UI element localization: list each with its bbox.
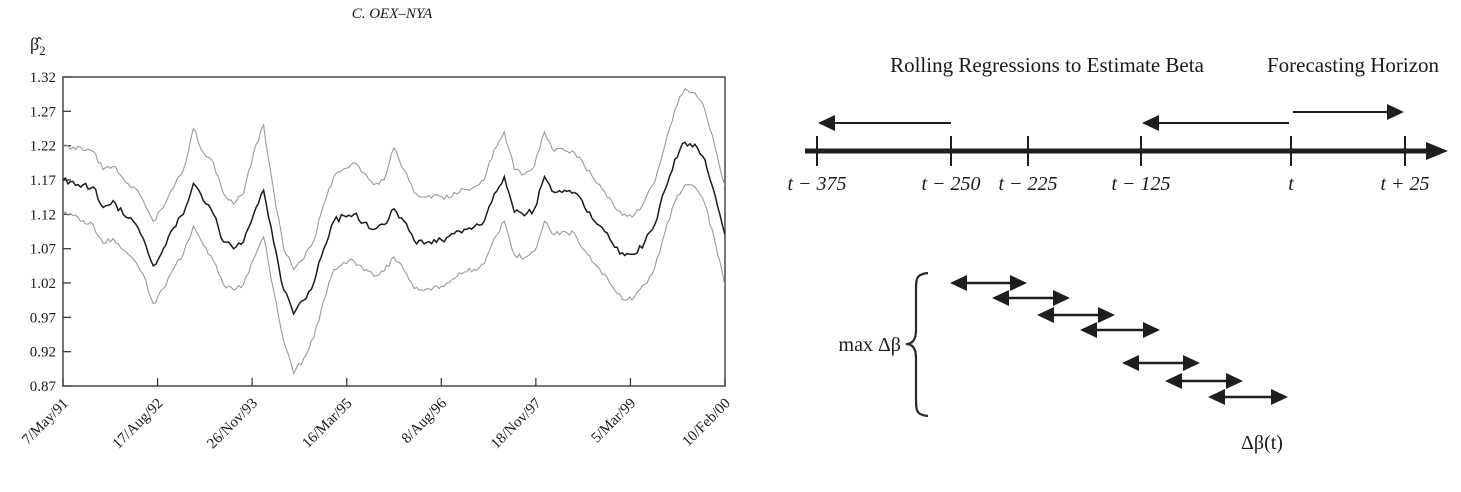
y-tick-label: 1.12 (30, 207, 56, 223)
methodology-diagram-panel: Rolling Regressions to Estimate Beta For… (787, 53, 1448, 454)
chart-series (63, 87, 725, 376)
timeline-tick-label: t − 250 (921, 173, 980, 195)
rolling-window-2-arrow-head-icon (1142, 115, 1159, 131)
timeline-tick-label: t − 125 (1111, 173, 1170, 195)
window-arrow-2-right-head-icon (1053, 290, 1070, 306)
y-tick-label: 0.87 (30, 379, 57, 395)
y-tick-label: 1.17 (30, 173, 57, 189)
x-tick-label: 7/May/91 (19, 396, 72, 449)
y-axis-ticks: 1.32 1.27 1.22 1.17 1.12 1.07 1.02 0.97 0.92 0.87 (30, 70, 71, 395)
x-tick-label: 26/Nov/93 (204, 396, 261, 453)
window-arrow-6-left-head-icon (1165, 373, 1182, 389)
window-arrow-2-left-head-icon (992, 290, 1009, 306)
x-tick-label: 17/Aug/92 (110, 396, 167, 453)
x-tick-label: 16/Mar/95 (299, 396, 355, 452)
beta-chart-panel: C. OEX–NYA β̂2 1.321.271.221.171.121.071… (19, 6, 734, 452)
x-tick-label: 5/Mar/99 (588, 396, 639, 447)
plot-frame (62, 76, 726, 387)
upper-confidence-band-line (63, 87, 725, 271)
delta-beta-t-label: Δβ(t) (1241, 432, 1283, 454)
y-axis-label: β̂2 (30, 34, 46, 58)
window-arrow-1-left-head-icon (950, 275, 967, 291)
x-tick-label: 10/Feb/00 (679, 396, 733, 450)
y-tick-label: 0.92 (30, 345, 56, 361)
window-arrow-5-right-head-icon (1183, 355, 1200, 371)
x-axis-ticks: 7/May/91 17/Aug/92 26/Nov/93 16/Mar/95 8/Aug… (19, 378, 734, 452)
x-tick-label: 18/Nov/97 (488, 395, 545, 452)
timeline-tick-label: t (1288, 173, 1294, 195)
y-tick-label: 0.97 (30, 310, 57, 326)
window-arrow-5-left-head-icon (1122, 355, 1139, 371)
window-arrow-3-right-head-icon (1098, 307, 1115, 323)
timeline-arrowhead-icon (1426, 142, 1448, 160)
rolling-regressions-label: Rolling Regressions to Estimate Beta (890, 53, 1204, 77)
lower-confidence-band-line (63, 184, 725, 376)
timeline-tick-label: t + 25 (1380, 173, 1429, 195)
y-tick-label: 1.27 (30, 104, 57, 120)
curly-brace (905, 271, 929, 418)
timeline-axis: t − 375 t − 250 t − 225 t − 125 t t + 25 (787, 104, 1448, 195)
window-arrow-1-right-head-icon (1010, 275, 1027, 291)
chart-title: C. OEX–NYA (352, 6, 433, 22)
y-tick-label: 1.22 (30, 139, 56, 155)
window-arrow-4-left-head-icon (1080, 322, 1097, 338)
y-tick-label: 1.07 (30, 242, 57, 258)
forecast-horizon-arrow-head-icon (1387, 104, 1404, 120)
window-arrow-7-right-head-icon (1271, 389, 1288, 405)
y-tick-label: 1.02 (30, 276, 56, 292)
window-arrow-6-right-head-icon (1226, 373, 1243, 389)
timeline-tick-label: t − 375 (787, 173, 846, 195)
window-arrow-7-left-head-icon (1208, 389, 1225, 405)
window-arrow-3-left-head-icon (1037, 307, 1054, 323)
y-tick-label: 1.32 (30, 70, 56, 86)
staircase-arrows (950, 275, 1288, 405)
window-arrow-4-right-head-icon (1143, 322, 1160, 338)
rolling-window-1-arrow-head-icon (818, 115, 835, 131)
x-tick-label: 8/Aug/96 (399, 395, 451, 447)
timeline-tick-label: t − 225 (998, 173, 1057, 195)
max-delta-beta-label: max Δβ (839, 334, 901, 356)
beta-estimate-line (63, 141, 725, 316)
forecasting-horizon-label: Forecasting Horizon (1267, 53, 1440, 77)
